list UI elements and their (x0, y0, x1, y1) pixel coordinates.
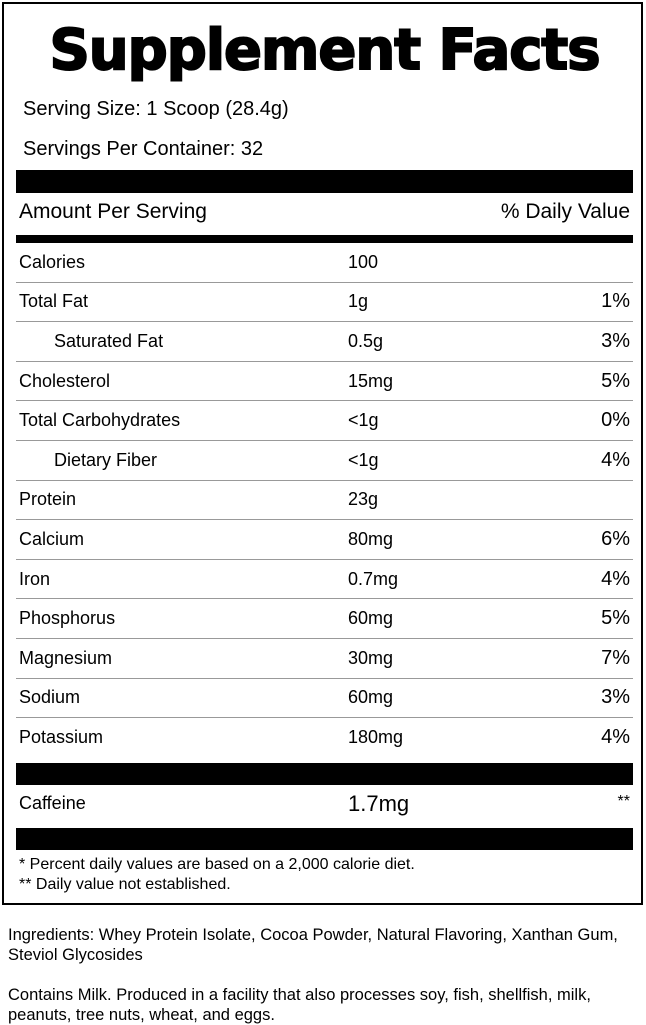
divider-bar (16, 828, 633, 850)
nutrient-name: Total Carbohydrates (19, 410, 181, 431)
nutrient-amount: <1g (348, 410, 379, 431)
nutrient-row: Calcium 80mg 6% (16, 520, 633, 560)
nutrient-name: Caffeine (19, 793, 86, 813)
nutrient-amount: 1.7mg (348, 791, 410, 816)
nutrient-name: Calories (19, 251, 86, 272)
nutrient-dv: 3% (601, 329, 630, 352)
footnote: * Percent daily values are based on a 2,… (19, 856, 415, 873)
nutrient-dv: 0% (601, 409, 630, 432)
nutrient-name: Calcium (19, 528, 85, 549)
nutrient-amount: 15mg (348, 370, 394, 391)
nutrient-table: Calories 100 Total Fat 1g 1% Saturated Fat 0.5… (16, 243, 633, 758)
divider-bar (16, 170, 633, 193)
nutrient-amount: 23g (348, 489, 379, 510)
nutrient-row: Total Fat 1g 1% (16, 283, 633, 323)
ingredients: Ingredients: Whey Protein Isolate, Cocoa… (8, 926, 618, 964)
nutrient-row: Phosphorus 60mg 5% (16, 599, 633, 639)
nutrient-amount: 60mg (348, 608, 394, 629)
footnotes: * Percent daily values are based on a 2,… (19, 855, 415, 895)
nutrient-name: Iron (19, 568, 51, 589)
column-header: Amount Per Serving % Daily Value (19, 200, 630, 224)
servings-per-container: Servings Per Container: 32 (23, 138, 264, 160)
nutrient-dv: 4% (601, 726, 630, 749)
nutrient-amount: 80mg (348, 528, 394, 549)
nutrient-amount: 180mg (348, 727, 404, 748)
nutrient-row: Total Carbohydrates <1g 0% (16, 401, 633, 441)
nutrient-row: Cholesterol 15mg 5% (16, 362, 633, 402)
nutrient-amount: 30mg (348, 647, 394, 668)
nutrient-row: Iron 0.7mg 4% (16, 560, 633, 600)
nutrient-amount: 0.7mg (348, 568, 399, 589)
nutrient-dv: 5% (601, 369, 630, 392)
supplement-facts-panel: Supplement Facts Serving Size: 1 Scoop (… (2, 2, 643, 905)
nutrient-dv: 5% (601, 607, 630, 630)
nutrient-name: Saturated Fat (54, 330, 164, 351)
nutrient-row: Magnesium 30mg 7% (16, 639, 633, 679)
nutrient-dv: ** (617, 793, 630, 810)
nutrient-row: Saturated Fat 0.5g 3% (16, 322, 633, 362)
divider-bar (16, 235, 633, 243)
nutrient-amount: 60mg (348, 687, 394, 708)
nutrient-row: Sodium 60mg 3% (16, 679, 633, 719)
nutrient-row: Protein 23g (16, 481, 633, 521)
nutrient-name: Protein (19, 489, 77, 510)
caffeine-row: Caffeine 1.7mg ** (16, 785, 633, 828)
serving-size: Serving Size: 1 Scoop (28.4g) (23, 98, 289, 120)
nutrient-row: Calories 100 (16, 243, 633, 283)
nutrient-amount: 100 (348, 251, 379, 272)
nutrient-name: Magnesium (19, 647, 113, 668)
nutrient-name: Sodium (19, 687, 81, 708)
nutrient-dv: 1% (601, 290, 630, 313)
nutrient-name: Phosphorus (19, 608, 116, 629)
footnote: ** Daily value not established. (19, 876, 231, 893)
nutrient-dv: 4% (601, 567, 630, 590)
nutrient-row: Potassium 180mg 4% (16, 718, 633, 758)
daily-value-label: % Daily Value (500, 200, 630, 223)
panel-title: Supplement Facts (48, 17, 601, 84)
nutrient-name: Potassium (19, 727, 104, 748)
nutrient-row: Dietary Fiber <1g 4% (16, 441, 633, 481)
divider-bar (16, 763, 633, 785)
nutrient-name: Dietary Fiber (54, 449, 158, 470)
nutrient-dv: 6% (601, 527, 630, 550)
nutrient-amount: 1g (348, 291, 369, 312)
nutrient-name: Total Fat (19, 291, 89, 312)
nutrient-name: Cholesterol (19, 370, 111, 391)
nutrient-dv: 4% (601, 448, 630, 471)
nutrient-dv: 3% (601, 686, 630, 709)
allergen-statement: Contains Milk. Produced in a facility th… (8, 986, 591, 1024)
nutrient-amount: 0.5g (348, 330, 384, 351)
nutrient-amount: <1g (348, 449, 379, 470)
nutrient-dv: 7% (601, 646, 630, 669)
amount-per-serving-label: Amount Per Serving (19, 200, 207, 223)
